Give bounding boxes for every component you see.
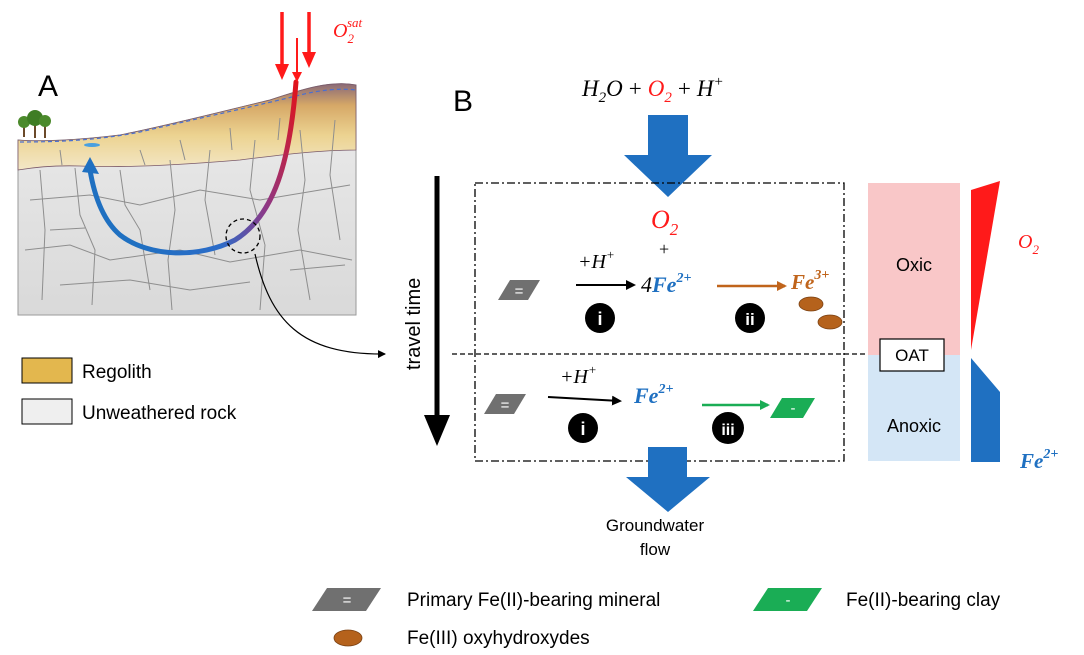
primary-mineral-oxic-symbol: = [515, 283, 524, 300]
legend-clay-icon [753, 588, 822, 611]
primary-mineral-oxic [498, 280, 540, 300]
o2-profile-wedge [971, 181, 1000, 350]
trees-icon [18, 110, 51, 138]
reaction-arrow-i-anoxic [547, 395, 622, 406]
o2-sat-label: O2sat [333, 15, 363, 46]
anoxic-zone [868, 355, 960, 461]
legend-clay-symbol: - [786, 592, 791, 609]
zoom-circle [225, 218, 261, 254]
output-arrow-down [626, 447, 710, 512]
travel-time-arrowhead [424, 415, 450, 446]
anoxic-zone-label: Anoxic [887, 416, 941, 436]
oat-box [879, 338, 945, 372]
reaction-box [474, 182, 845, 462]
primary-mineral-anoxic [484, 394, 526, 414]
o2-profile-label: O2 [1018, 231, 1039, 257]
step-iii-label: iii [721, 422, 734, 439]
step-i-label-oxic: i [597, 309, 602, 329]
legend-fe3-label: Fe(III) oxyhydroxydes [407, 628, 590, 649]
legend-primary-mineral-symbol: = [343, 592, 352, 609]
primary-mineral-anoxic-symbol: = [501, 397, 510, 414]
reaction-equation: H2O + O2 + H+ [581, 74, 724, 106]
o2-input-arrows [275, 12, 316, 82]
panel-b: B H2O + O2 + H+ travel time O2 + = +H+ i 4Fe… [403, 74, 1058, 559]
o2-center-label: O2 [651, 205, 679, 239]
flow-label: flow [640, 540, 671, 559]
step-ii-label: ii [745, 310, 754, 329]
legend-fe3-icon [333, 629, 363, 647]
panel-b-label: B [453, 85, 473, 118]
oxic-zone [868, 183, 960, 355]
fe3-oxyhydroxide-particle-2 [817, 314, 843, 330]
legend-regolith-swatch [21, 357, 73, 384]
legend-primary-mineral-icon [312, 588, 381, 611]
plus-sign: + [659, 239, 669, 259]
fe2-oxic-label: 4Fe2+ [641, 271, 691, 297]
step-i-badge-oxic [585, 303, 615, 333]
oxic-zone-label: Oxic [896, 255, 932, 275]
anoxic-hplus-label: +H+ [560, 362, 597, 388]
travel-time-label: travel time [403, 278, 425, 370]
fe2-anoxic-label: Fe2+ [633, 382, 673, 408]
groundwater-label: Groundwater [606, 516, 705, 535]
flowpath-arrowhead [82, 157, 99, 174]
legend-clay-label: Fe(II)-bearing clay [846, 590, 1001, 611]
bottom-legend: = Primary Fe(II)-bearing mineral - Fe(II… [312, 588, 1001, 649]
fe2-clay-symbol: - [791, 400, 796, 417]
oat-label: OAT [895, 346, 929, 365]
legend-rock-swatch [21, 398, 73, 425]
legend-rock-label: Unweathered rock [82, 403, 237, 424]
fe2-profile-label: Fe2+ [1019, 447, 1058, 473]
fe3-oxyhydroxide-particle-1 [798, 296, 824, 312]
fe3-label: Fe3+ [790, 268, 829, 294]
water-table-line [19, 88, 357, 143]
step-ii-badge [735, 303, 765, 333]
step-iii-badge [712, 412, 744, 444]
panel-a: A [17, 12, 386, 425]
groundwater-flowpath [87, 79, 299, 256]
step-i-badge-anoxic [568, 413, 598, 443]
fe2-profile-wedge [971, 358, 1000, 462]
oxic-hplus-label: +H+ [578, 247, 615, 273]
legend-primary-mineral-label: Primary Fe(II)-bearing mineral [407, 590, 660, 611]
panel-a-label: A [38, 70, 58, 103]
legend-regolith-label: Regolith [82, 362, 152, 383]
stream-icon [84, 143, 100, 147]
step-i-label-anoxic: i [580, 419, 585, 439]
input-arrow-down [624, 115, 712, 197]
fe2-clay-product [770, 398, 815, 418]
rock-fractures [24, 117, 353, 311]
zoom-connector-arrow [254, 253, 386, 359]
